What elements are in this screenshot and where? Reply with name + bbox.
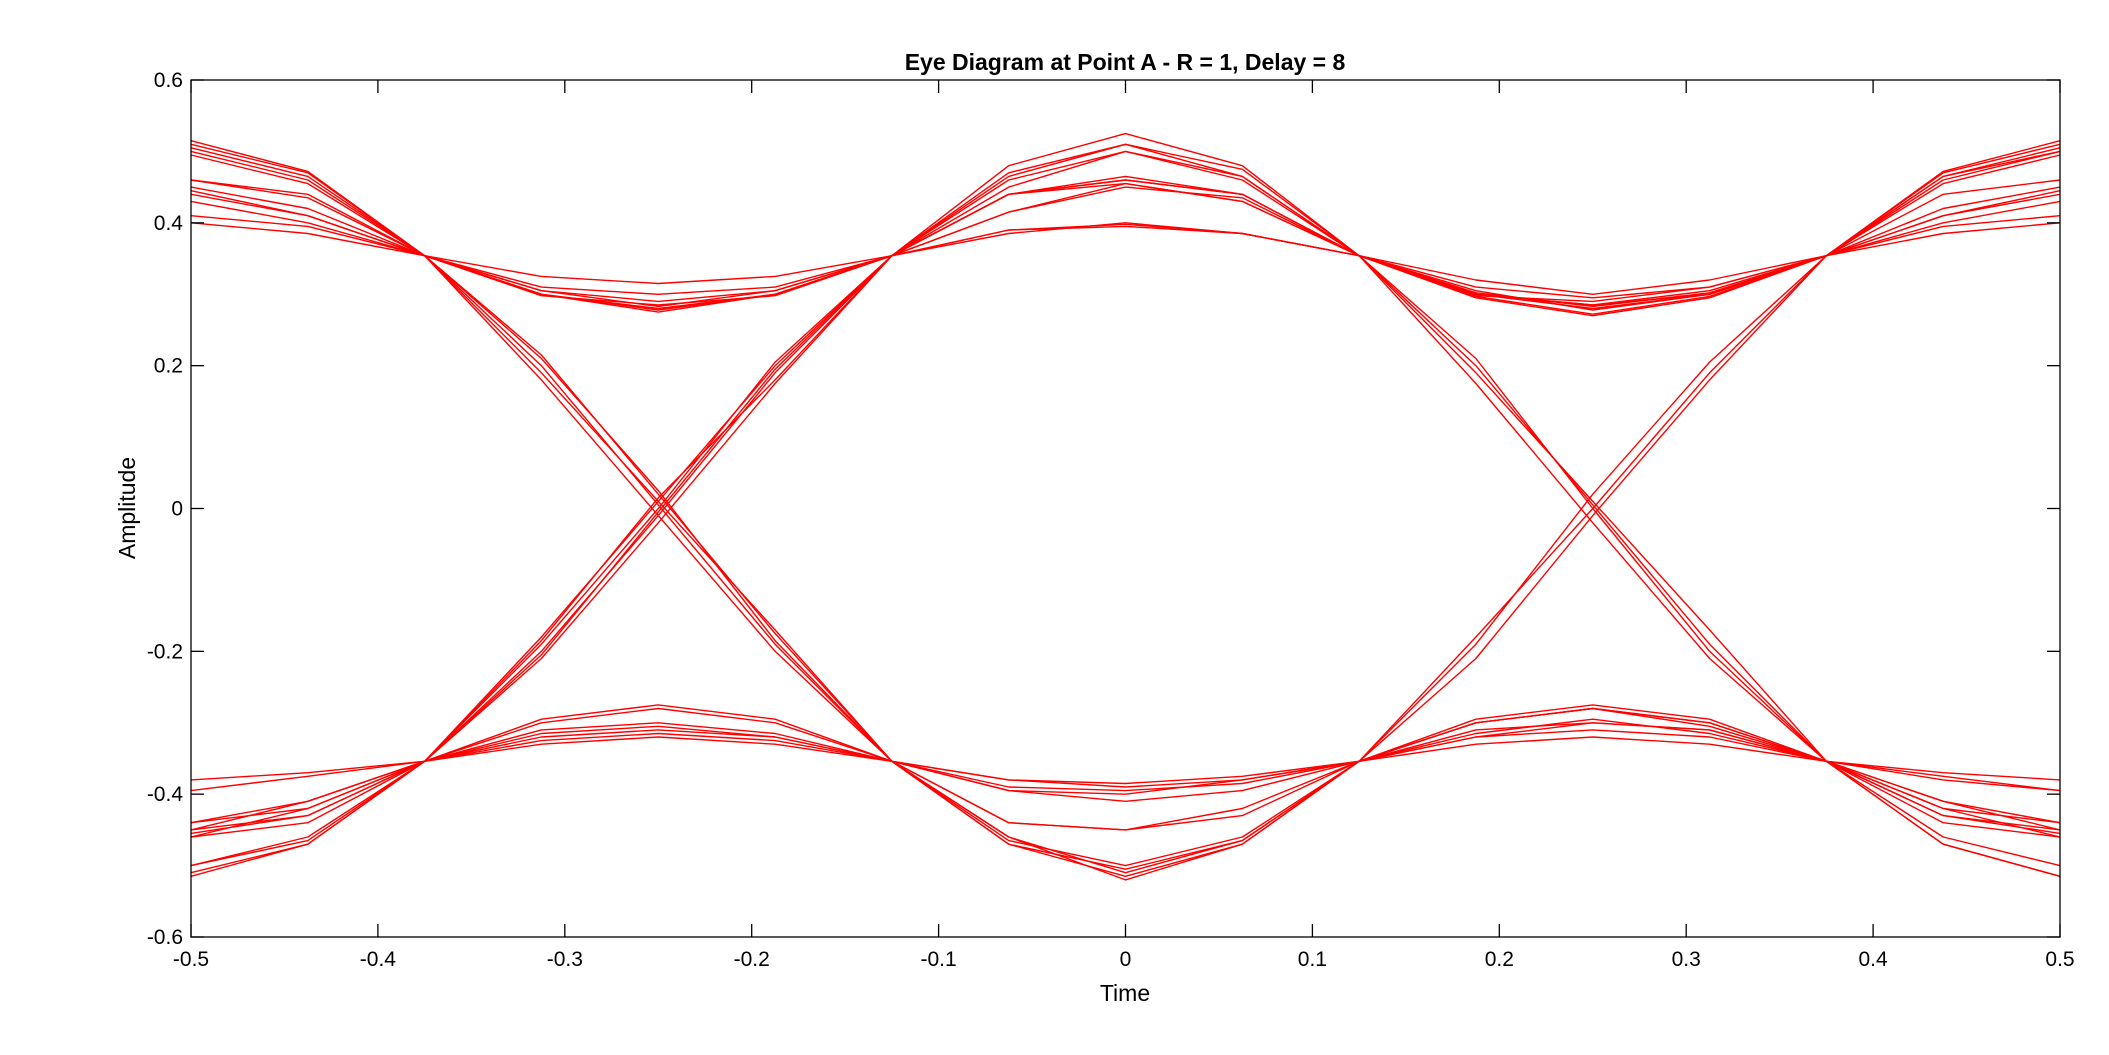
y-tick-label: 0.6 (154, 69, 183, 92)
eye-trace-18 (190, 729, 2061, 824)
eye-trace-22 (190, 182, 2061, 831)
eye-trace-13 (190, 200, 2061, 881)
x-tick-label: 0.1 (1298, 948, 1327, 971)
eye-trace-3 (190, 154, 2061, 295)
plot-area-background (191, 80, 2060, 937)
x-tick-label: 0.4 (1858, 948, 1888, 971)
eye-trace-15 (190, 704, 2061, 867)
eye-trace-23 (190, 186, 2061, 838)
y-tick-label: 0 (171, 498, 183, 521)
eye-trace-17 (190, 718, 2061, 867)
x-tick-label: -0.1 (921, 948, 957, 971)
y-tick-label: 0.2 (154, 355, 183, 378)
eye-trace-24 (190, 223, 2061, 824)
x-tick-label: 0.3 (1672, 948, 1701, 971)
eye-trace-25 (190, 143, 2061, 867)
eye-traces (190, 132, 2061, 881)
x-tick-label: 0.2 (1485, 948, 1514, 971)
x-tick-label: 0.5 (2045, 948, 2074, 971)
eye-trace-19 (190, 736, 2061, 792)
eye-trace-16 (190, 704, 2061, 838)
chart-title: Eye Diagram at Point A - R = 1, Delay = … (905, 49, 1346, 75)
eye-trace-7 (190, 215, 2061, 299)
eye-trace-8 (190, 222, 2061, 306)
axis-ticks: -0.5 -0.4 -0.3 -0.2 -0.1 0 0.1 0.2 0.3 0.4 0.5 -0.6… (147, 69, 2075, 971)
eye-trace-12 (190, 190, 2061, 795)
eye-trace-14 (190, 707, 2061, 877)
x-tick-label: -0.4 (360, 948, 397, 971)
x-tick-label: 0 (1120, 948, 1132, 971)
x-axis-label: Time (1100, 980, 1150, 1006)
y-tick-label: -0.6 (147, 926, 183, 949)
y-tick-label: -0.2 (147, 640, 183, 663)
eye-trace-20 (190, 707, 2061, 874)
eye-trace-26 (190, 179, 2061, 835)
x-tick-label: -0.5 (173, 948, 209, 971)
x-tick-label: -0.3 (547, 948, 583, 971)
x-tick-label: -0.2 (734, 948, 770, 971)
y-axis-label: Amplitude (114, 457, 140, 559)
y-tick-label: 0.4 (154, 212, 184, 235)
y-tick-label: -0.4 (147, 783, 184, 806)
